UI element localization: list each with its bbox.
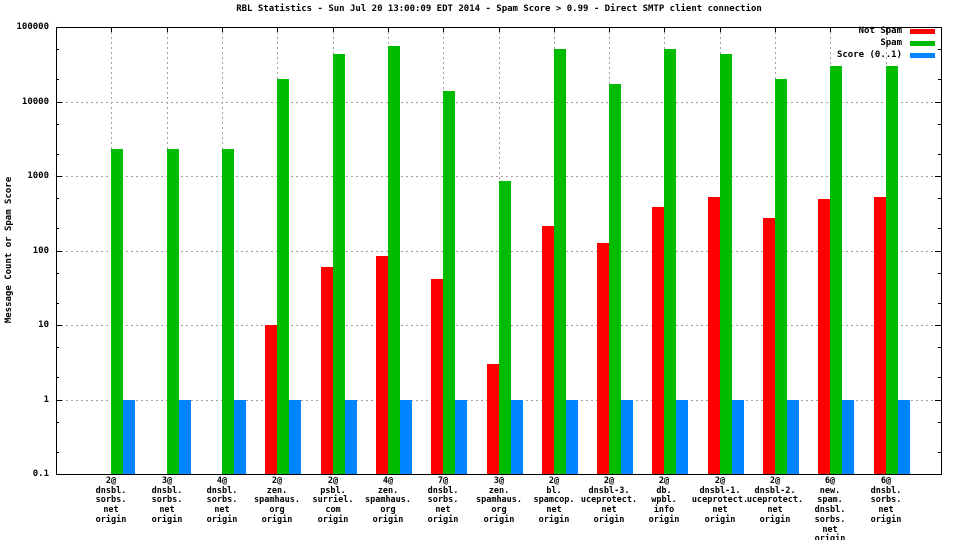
- bar-spam-12: [775, 79, 787, 474]
- bar-score-0-1-12: [787, 400, 799, 474]
- x-category-label-12: 2@ dnsbl-2. uceprotect. net origin: [746, 476, 804, 525]
- legend-label-score-0-1: Score (0..1): [836, 50, 902, 60]
- bar-spam-3: [277, 79, 289, 474]
- bar-score-0-1-7: [511, 400, 523, 474]
- legend-label-spam: Spam: [880, 38, 902, 48]
- legend-item-score-0-1: Score (0..1): [837, 49, 935, 61]
- bar-not-spam-9: [597, 243, 609, 474]
- x-category-label-14: 6@ dnsbl. sorbs. net origin: [870, 476, 902, 525]
- plot-border: [56, 27, 942, 475]
- x-category-label-8: 2@ bl. spamcop. net origin: [533, 476, 575, 525]
- y-tick-label-10: 10: [38, 320, 49, 330]
- bar-spam-1: [167, 149, 179, 474]
- bar-spam-2: [222, 149, 234, 474]
- bar-score-0-1-13: [842, 400, 854, 474]
- bar-spam-14: [886, 66, 898, 474]
- bar-score-0-1-1: [179, 400, 191, 474]
- bar-spam-11: [720, 54, 732, 474]
- bar-not-spam-8: [542, 226, 554, 474]
- x-category-label-2: 4@ dnsbl. sorbs. net origin: [206, 476, 238, 525]
- legend-item-spam: Spam: [880, 37, 935, 49]
- bar-not-spam-11: [708, 197, 720, 474]
- bar-spam-6: [443, 91, 455, 474]
- legend-item-not-spam: Not Spam: [859, 25, 935, 37]
- y-tick-label-1: 1: [43, 395, 49, 405]
- legend-label-not-spam: Not Spam: [858, 26, 902, 36]
- y-tick-label-10000: 10000: [21, 97, 49, 107]
- x-category-label-11: 2@ dnsbl-1. uceprotect. net origin: [691, 476, 749, 525]
- y-tick-label-0.1: 0.1: [32, 469, 49, 479]
- x-category-label-9: 2@ dnsbl-3. uceprotect. net origin: [580, 476, 638, 525]
- bar-spam-13: [830, 66, 842, 474]
- bar-score-0-1-10: [676, 400, 688, 474]
- bar-score-0-1-4: [345, 400, 357, 474]
- legend-swatch-spam: [910, 40, 935, 46]
- bar-spam-8: [554, 49, 566, 474]
- bar-not-spam-6: [431, 279, 443, 474]
- x-category-label-10: 2@ db. wpbl. info origin: [648, 476, 680, 525]
- bar-score-0-1-0: [123, 400, 135, 474]
- chart-title: RBL Statistics - Sun Jul 20 13:00:09 EDT…: [236, 4, 762, 14]
- bar-not-spam-13: [818, 199, 830, 474]
- bar-score-0-1-6: [455, 400, 467, 474]
- bar-score-0-1-5: [400, 400, 412, 474]
- x-category-label-4: 2@ psbl. surriel. com origin: [312, 476, 354, 525]
- bar-not-spam-7: [487, 364, 499, 474]
- bar-not-spam-5: [376, 256, 388, 474]
- bar-not-spam-10: [652, 207, 664, 474]
- bar-spam-5: [388, 46, 400, 474]
- x-category-label-7: 3@ zen. spamhaus. org origin: [475, 476, 523, 525]
- x-category-label-0: 2@ dnsbl. sorbs. net origin: [95, 476, 127, 525]
- bar-not-spam-3: [265, 325, 277, 474]
- bar-spam-9: [609, 84, 621, 474]
- bar-score-0-1-9: [621, 400, 633, 474]
- y-tick-label-100: 100: [32, 246, 49, 256]
- bar-not-spam-14: [874, 197, 886, 474]
- y-tick-label-100000: 100000: [16, 22, 49, 32]
- bar-score-0-1-8: [566, 400, 578, 474]
- bar-spam-7: [499, 181, 511, 474]
- bar-score-0-1-14: [898, 400, 910, 474]
- bar-spam-4: [333, 54, 345, 474]
- x-category-label-13: 6@ new. spam. dnsbl. sorbs. net origin: [814, 476, 846, 540]
- x-category-label-3: 2@ zen. spamhaus. org origin: [253, 476, 301, 525]
- bar-score-0-1-3: [289, 400, 301, 474]
- bar-not-spam-12: [763, 218, 775, 474]
- bar-spam-0: [111, 149, 123, 474]
- legend-swatch-not-spam: [910, 28, 935, 34]
- x-category-label-1: 3@ dnsbl. sorbs. net origin: [151, 476, 183, 525]
- x-category-label-6: 7@ dnsbl. sorbs. net origin: [427, 476, 459, 525]
- bar-spam-10: [664, 49, 676, 474]
- legend-swatch-score-0-1: [910, 52, 935, 58]
- bar-not-spam-4: [321, 267, 333, 474]
- bar-score-0-1-2: [234, 400, 246, 474]
- y-tick-label-1000: 1000: [27, 171, 49, 181]
- bar-score-0-1-11: [732, 400, 744, 474]
- x-category-label-5: 4@ zen. spamhaus. org origin: [364, 476, 412, 525]
